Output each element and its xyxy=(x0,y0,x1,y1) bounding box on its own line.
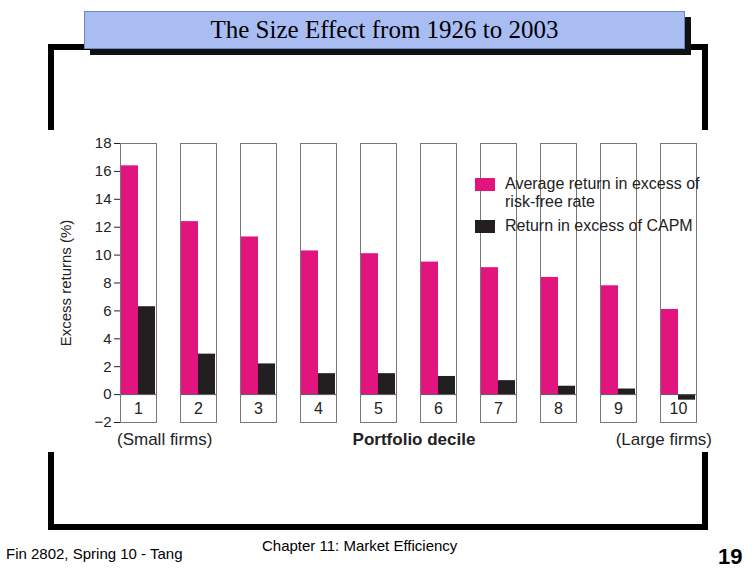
html-text:(Large firms): (Large firms) xyxy=(615,430,712,449)
html-text:19: 19 xyxy=(718,544,743,569)
svg-text:12: 12 xyxy=(95,218,112,235)
svg-text:5: 5 xyxy=(374,400,383,417)
html-text:Portfolio decile: Portfolio decile xyxy=(352,430,476,449)
svg-text:−2: −2 xyxy=(94,413,111,427)
svg-text:16: 16 xyxy=(95,162,112,179)
html-text:Fin 2802, Spring 10 - Tang: Fin 2802, Spring 10 - Tang xyxy=(6,545,183,562)
svg-text:0: 0 xyxy=(103,385,111,402)
svg-text:9: 9 xyxy=(614,400,623,417)
svg-text:14: 14 xyxy=(95,190,112,207)
svg-text:6: 6 xyxy=(103,302,111,319)
svg-text:1: 1 xyxy=(134,400,143,417)
svg-text:Excess returns (%): Excess returns (%) xyxy=(57,220,74,347)
html-text:Return in excess of CAPM: Return in excess of CAPM xyxy=(505,217,693,234)
svg-text:2: 2 xyxy=(103,358,111,375)
svg-text:18: 18 xyxy=(95,134,112,151)
svg-text:8: 8 xyxy=(103,274,111,291)
svg-text:4: 4 xyxy=(314,400,323,417)
svg-text:2: 2 xyxy=(194,400,203,417)
svg-text:3: 3 xyxy=(254,400,263,417)
svg-text:10: 10 xyxy=(95,246,112,263)
svg-text:6: 6 xyxy=(434,400,443,417)
html-text:Chapter 11: Market Efficiency: Chapter 11: Market Efficiency xyxy=(262,537,458,554)
html-text:(Small firms): (Small firms) xyxy=(117,430,213,449)
svg-text:8: 8 xyxy=(554,400,563,417)
svg-text:7: 7 xyxy=(494,400,503,417)
svg-text:10: 10 xyxy=(670,400,688,417)
html-text:Average return in excess of ri: Average return in excess of risk-free ra… xyxy=(505,175,700,210)
svg-text:4: 4 xyxy=(103,330,111,347)
html-text:The Size Effect from 1926 to 2: The Size Effect from 1926 to 2003 xyxy=(210,16,559,43)
